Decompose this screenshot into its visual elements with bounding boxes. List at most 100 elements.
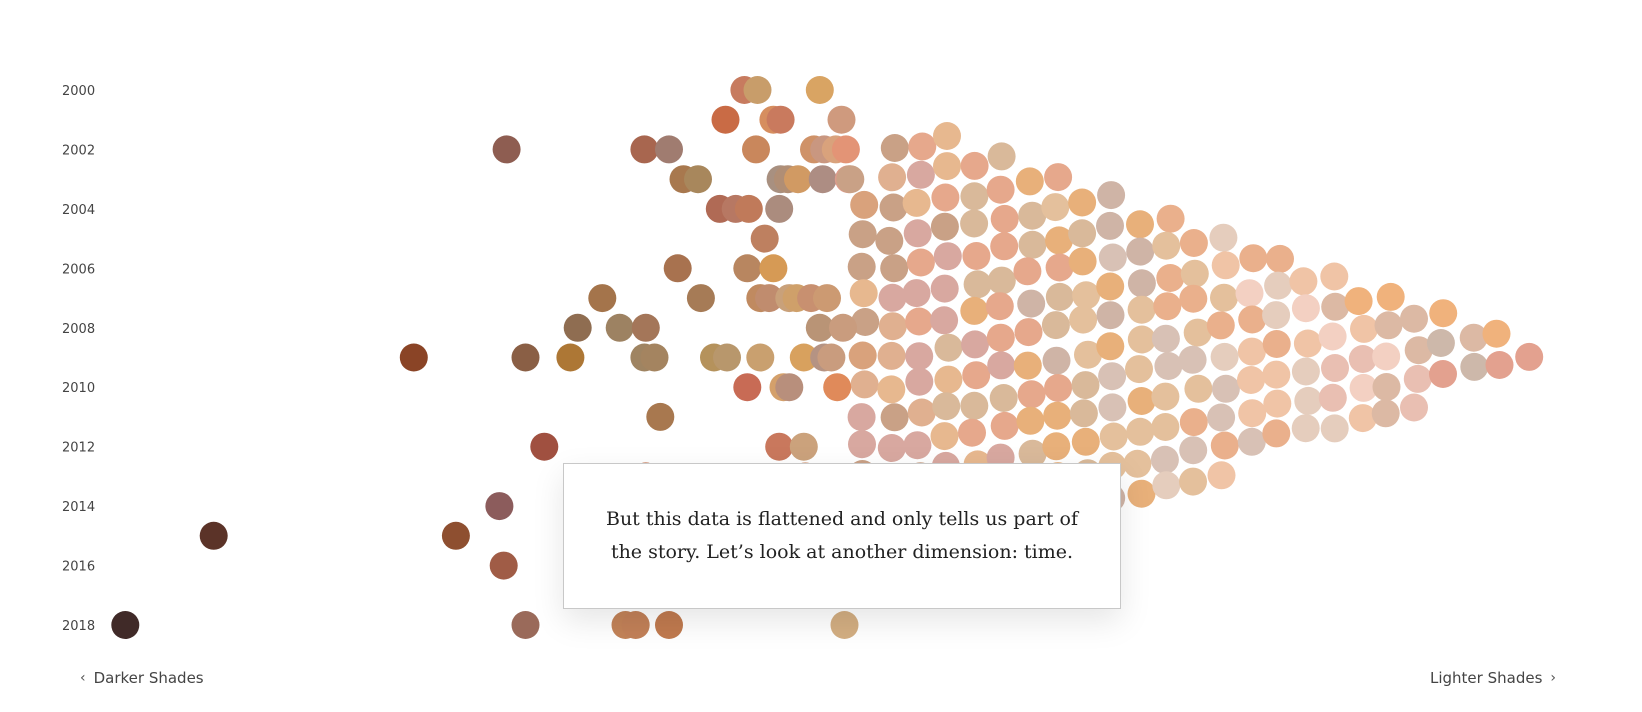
- data-point: [755, 284, 784, 313]
- darker-shades-link[interactable]: ‹ Darker Shades: [80, 669, 204, 687]
- cluster-point: [902, 188, 931, 217]
- cluster-point: [850, 370, 879, 399]
- lighter-shades-label: Lighter Shades: [1430, 669, 1543, 687]
- cluster-point: [1153, 292, 1182, 321]
- cluster-point: [848, 430, 876, 459]
- cluster-point: [1097, 181, 1126, 210]
- cluster-point: [907, 398, 936, 427]
- cluster-point: [1127, 325, 1156, 354]
- data-point: [588, 284, 617, 313]
- cluster-point: [1125, 355, 1153, 384]
- data-point: [742, 135, 770, 164]
- cluster-point: [1266, 244, 1294, 273]
- data-point: [734, 194, 763, 223]
- cluster-point: [1126, 237, 1155, 266]
- cluster-point: [1238, 399, 1267, 428]
- cluster-point: [1017, 380, 1046, 409]
- cluster-point: [1045, 253, 1074, 282]
- cluster-point: [1152, 471, 1181, 500]
- cluster-point: [1041, 193, 1070, 222]
- cluster-point: [1014, 318, 1043, 347]
- cluster-point: [1372, 373, 1401, 401]
- data-point: [713, 343, 741, 372]
- cluster-point: [1291, 294, 1320, 323]
- y-tick-label: 2002: [62, 143, 95, 158]
- cluster-point: [1013, 351, 1042, 380]
- cluster-point: [1179, 229, 1208, 257]
- cluster-point: [933, 152, 961, 181]
- data-point: [836, 165, 865, 194]
- cluster-point: [1237, 366, 1265, 394]
- data-point: [530, 432, 559, 461]
- data-point: [640, 343, 669, 372]
- y-tick-label: 2008: [62, 322, 95, 337]
- cluster-point: [1237, 337, 1266, 366]
- data-point: [808, 165, 837, 194]
- cluster-point: [1045, 282, 1074, 311]
- cluster-point: [1376, 282, 1405, 311]
- cluster-point: [848, 341, 877, 370]
- cluster-point: [1210, 342, 1239, 371]
- cluster-point: [1179, 408, 1208, 437]
- cluster-point: [930, 212, 959, 241]
- cluster-point: [1321, 354, 1349, 382]
- cluster-point: [1293, 329, 1322, 358]
- cluster-point: [990, 411, 1019, 440]
- cluster-point: [1156, 204, 1185, 233]
- cluster-point: [1152, 231, 1181, 260]
- cluster-point: [1179, 284, 1208, 313]
- cluster-point: [1426, 329, 1455, 357]
- data-point: [655, 611, 683, 639]
- cluster-point: [1207, 461, 1236, 490]
- cluster-point: [1071, 427, 1100, 456]
- data-point: [621, 611, 650, 639]
- data-point: [827, 105, 856, 134]
- cluster-point: [989, 384, 1018, 412]
- chevron-left-icon: ‹: [80, 670, 86, 686]
- cluster-point: [1096, 211, 1124, 240]
- cluster-point: [1183, 318, 1212, 347]
- cluster-point: [878, 283, 907, 312]
- cluster-point: [960, 182, 989, 211]
- data-point: [663, 254, 692, 283]
- cluster-point: [1263, 389, 1292, 418]
- data-point: [511, 343, 540, 372]
- cluster-point: [1071, 371, 1100, 400]
- data-point: [746, 343, 775, 372]
- cluster-point: [1127, 387, 1156, 415]
- cluster-point: [877, 434, 906, 462]
- data-point: [489, 551, 518, 580]
- data-point: [765, 432, 794, 461]
- cluster-point: [1045, 226, 1073, 255]
- cluster-point: [906, 160, 935, 189]
- cluster-point: [986, 175, 1015, 204]
- cluster-point: [1207, 403, 1236, 432]
- cluster-point: [930, 274, 959, 303]
- cluster-point: [1096, 301, 1125, 330]
- data-point: [605, 313, 634, 342]
- cluster-point: [1179, 467, 1207, 496]
- point-cluster: [847, 122, 1544, 580]
- cluster-point: [1074, 340, 1102, 369]
- cluster-point: [1015, 167, 1044, 196]
- cluster-point: [1016, 406, 1045, 435]
- cluster-point: [990, 204, 1019, 233]
- data-point: [556, 343, 585, 372]
- cluster-point: [958, 418, 986, 447]
- cluster-point: [961, 330, 989, 359]
- data-point: [485, 492, 514, 521]
- data-point: [511, 611, 540, 639]
- cluster-point: [905, 307, 934, 336]
- cluster-point: [1098, 393, 1127, 422]
- cluster-point: [1238, 305, 1267, 334]
- lighter-shades-link[interactable]: Lighter Shades ›: [1430, 669, 1556, 687]
- cluster-point: [880, 134, 909, 162]
- cluster-point: [1344, 287, 1373, 316]
- y-tick-label: 2000: [62, 84, 95, 99]
- cluster-point: [987, 266, 1016, 295]
- cluster-point: [1042, 432, 1071, 461]
- cluster-point: [1400, 393, 1428, 422]
- cluster-point: [987, 142, 1016, 171]
- cluster-point: [1098, 362, 1127, 391]
- cluster-point: [1127, 479, 1156, 508]
